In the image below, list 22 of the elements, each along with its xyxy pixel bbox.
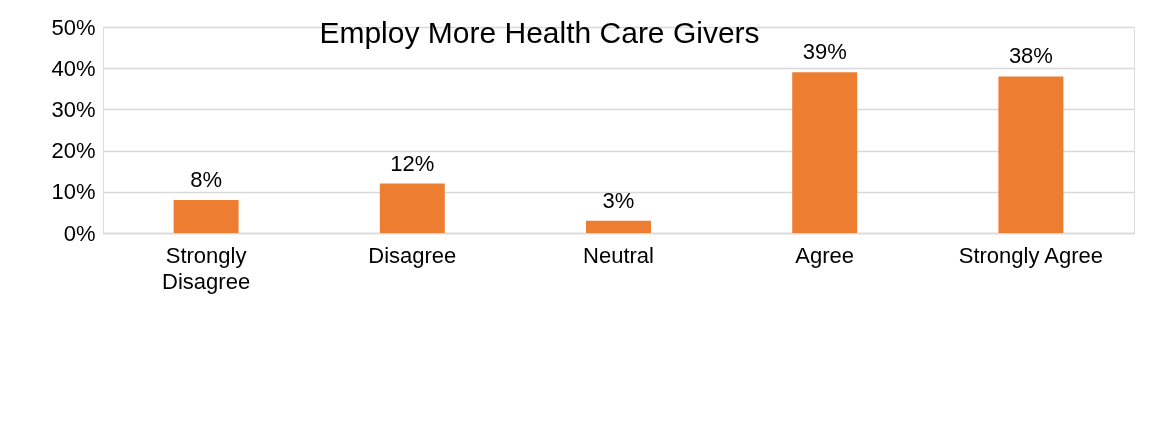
x-tick-label: Strongly Disagree [162,242,251,294]
y-tick-label: 20% [51,138,96,164]
y-tick-label: 50% [51,14,96,40]
data-label: 8% [190,167,222,193]
bar [173,200,239,233]
bar [586,220,651,233]
bar [792,72,858,233]
x-tick-label: Agree [795,242,855,268]
data-label: 3% [602,187,635,213]
x-tick-label: Strongly Agree [958,242,1104,268]
y-tick-label: 40% [51,55,96,81]
y-tick-label: 30% [51,96,96,122]
data-label: 38% [1008,43,1053,69]
chart-title: Employ More Health Care Givers [319,16,760,49]
x-tick-label: Disagree [368,242,457,268]
data-label: 39% [802,39,847,65]
bar [998,76,1064,233]
x-tick-label: Neutral [583,242,654,268]
bar [379,183,445,233]
y-tick-label: 10% [51,179,96,205]
y-tick-label: 0% [63,220,96,246]
data-label: 12% [390,150,435,176]
